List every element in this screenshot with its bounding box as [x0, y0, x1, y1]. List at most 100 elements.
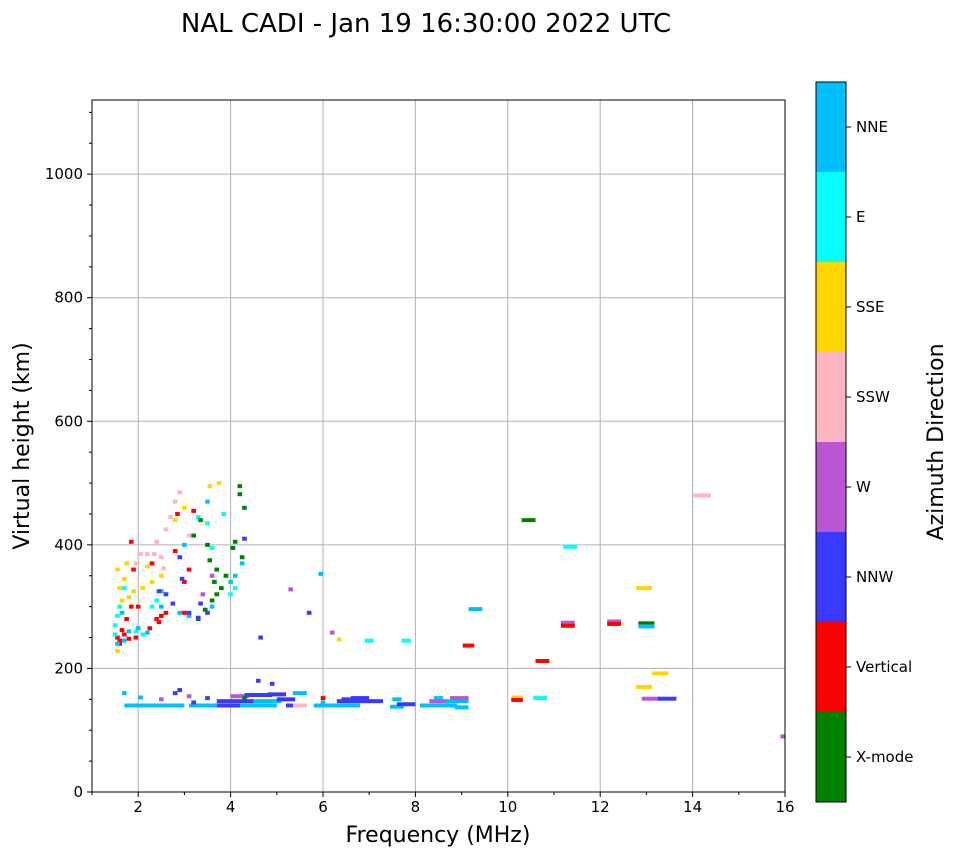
data-point-x-mode: [242, 505, 247, 510]
data-point-x-mode: [239, 555, 245, 560]
data-point-nnw: [216, 703, 245, 708]
data-point-vertical: [182, 610, 187, 615]
colorbar-tick-label: NNW: [856, 568, 893, 586]
data-point-sse: [182, 505, 187, 510]
x-tick-label: 16: [775, 798, 794, 816]
data-point-ssw: [145, 552, 150, 557]
data-point-vertical: [158, 613, 164, 618]
data-point-ssw: [138, 552, 143, 557]
colorbar-swatch: [816, 712, 846, 802]
data-point-sse: [636, 684, 653, 689]
colorbar-swatch: [816, 82, 846, 172]
data-point-e: [117, 604, 123, 609]
x-axis-label: Frequency (MHz): [346, 823, 531, 848]
data-point-e: [364, 638, 374, 643]
data-point-w: [158, 697, 164, 702]
data-point-w: [429, 699, 448, 704]
x-tick-label: 8: [411, 798, 421, 816]
data-point-nne: [126, 629, 132, 634]
data-point-w: [780, 734, 785, 739]
data-point-x-mode: [638, 621, 655, 626]
data-point-vertical: [175, 511, 180, 516]
data-point-sse: [511, 695, 523, 700]
data-point-e: [221, 511, 226, 516]
data-point-e: [195, 515, 201, 520]
data-point-e: [401, 638, 411, 643]
data-point-e: [205, 521, 210, 526]
data-point-nne: [313, 703, 360, 708]
data-point-nne: [232, 573, 238, 578]
plot-frame: [91, 99, 786, 793]
data-point-w: [186, 694, 192, 699]
data-point-nne: [124, 703, 153, 708]
data-point-vertical: [115, 635, 120, 640]
data-point-w: [200, 592, 206, 597]
data-point-x-mode: [230, 545, 236, 550]
data-point-vertical: [320, 696, 326, 701]
data-point-x-mode: [223, 573, 229, 578]
data-point-vertical: [131, 567, 136, 572]
data-point-nne: [135, 626, 141, 631]
data-point-vertical: [149, 561, 155, 566]
data-point-ssw: [177, 490, 183, 495]
data-point-nne: [145, 630, 150, 635]
colorbar-tick-label: Vertical: [856, 658, 912, 676]
x-axis: 2 4 6 8 10 12 14 16: [91, 792, 795, 816]
data-point-nnw: [306, 610, 312, 615]
data-point-vertical: [511, 697, 523, 702]
data-point-nne: [158, 589, 164, 594]
data-point-vertical: [154, 617, 159, 621]
data-point-ssw: [692, 493, 712, 498]
data-point-e: [112, 623, 118, 628]
data-point-nne: [292, 691, 307, 696]
data-point-x-mode: [521, 518, 536, 523]
data-point-x-mode: [219, 586, 224, 591]
colorbar-tick-label: NNE: [856, 118, 888, 136]
data-point-nne: [433, 696, 444, 701]
data-point-x-mode: [207, 558, 213, 563]
data-point-nne: [445, 699, 469, 704]
data-point-x-mode: [198, 518, 203, 523]
data-point-nne: [115, 641, 120, 646]
data-point-w: [641, 696, 661, 701]
data-point-nne: [189, 703, 217, 708]
data-point-vertical: [135, 604, 141, 609]
data-point-vertical: [172, 549, 178, 554]
data-point-nne: [122, 691, 127, 696]
data-point-ssw: [163, 527, 169, 532]
data-point-nne: [182, 542, 187, 547]
data-point-nne: [638, 624, 655, 629]
data-point-x-mode: [214, 592, 220, 597]
data-point-vertical: [126, 636, 132, 641]
data-point-e: [154, 598, 159, 603]
data-point-nne: [186, 613, 192, 618]
y-tick-label: 1000: [45, 165, 83, 183]
colorbar-swatch: [816, 532, 846, 622]
colorbar-tick-label: W: [856, 478, 871, 496]
data-point-nnw: [364, 699, 384, 704]
data-point-vertical: [156, 620, 162, 625]
data-point-ssw: [292, 703, 307, 708]
data-point-nne: [158, 604, 164, 609]
x-tick-label: 2: [133, 798, 143, 816]
data-point-sse: [216, 481, 222, 486]
data-point-nnw: [269, 681, 275, 686]
chart-title: NAL CADI - Jan 19 16:30:00 2022 UTC: [181, 9, 671, 39]
data-point-w: [209, 573, 215, 578]
data-point-vertical: [128, 539, 134, 544]
data-point-ssw: [154, 539, 159, 544]
data-point-w: [288, 587, 293, 592]
data-point-vertical: [117, 638, 123, 643]
data-point-nne: [177, 610, 183, 615]
data-point-sse: [652, 671, 669, 676]
data-point-nnw: [242, 536, 247, 541]
data-point-vertical: [163, 610, 169, 615]
colorbar-swatch: [816, 172, 846, 262]
data-point-nne: [318, 571, 323, 576]
data-point-nnw: [198, 601, 203, 606]
data-point-nnw: [170, 601, 176, 606]
data-point-ssw: [186, 533, 192, 538]
data-point-x-mode: [214, 567, 220, 572]
colorbar-label: Azimuth Direction: [924, 343, 949, 540]
